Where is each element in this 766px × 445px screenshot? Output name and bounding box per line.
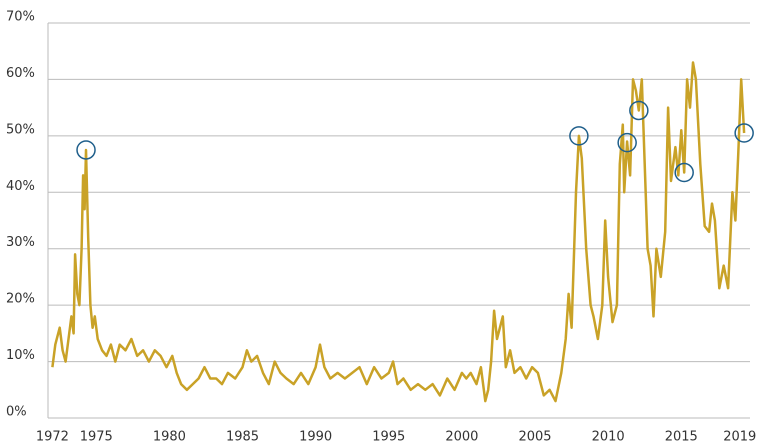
x-tick-label: 1975 xyxy=(80,430,113,445)
x-tick-label: 1985 xyxy=(226,430,259,445)
y-tick-label: 10% xyxy=(6,348,35,363)
highlight-circle xyxy=(674,162,694,183)
highlight-circle xyxy=(76,140,96,160)
y-tick-label: 20% xyxy=(6,292,35,307)
x-tick-label: 1995 xyxy=(372,430,405,445)
y-tick-label: 0% xyxy=(6,405,27,420)
x-tick-label: 1972 xyxy=(36,430,69,445)
x-tick-label: 1990 xyxy=(299,430,332,445)
x-tick-label: 2010 xyxy=(592,430,625,445)
y-tick-label: 60% xyxy=(6,66,35,81)
y-tick-label: 30% xyxy=(6,235,35,250)
x-tick-label: 2000 xyxy=(445,430,478,445)
data-line xyxy=(51,61,746,403)
y-tick-label: 40% xyxy=(6,179,35,194)
x-tick-label: 2015 xyxy=(665,430,698,445)
highlight-circle xyxy=(629,100,649,121)
highlight-circle xyxy=(617,132,637,153)
y-tick-label: 50% xyxy=(6,122,35,137)
x-tick-label: 2005 xyxy=(518,430,551,445)
highlight-circle xyxy=(734,123,754,143)
x-tick-label: 2019 xyxy=(723,430,756,445)
highlight-circle xyxy=(569,126,589,146)
x-tick-label: 1980 xyxy=(153,430,186,445)
y-tick-label: 70% xyxy=(6,10,35,25)
